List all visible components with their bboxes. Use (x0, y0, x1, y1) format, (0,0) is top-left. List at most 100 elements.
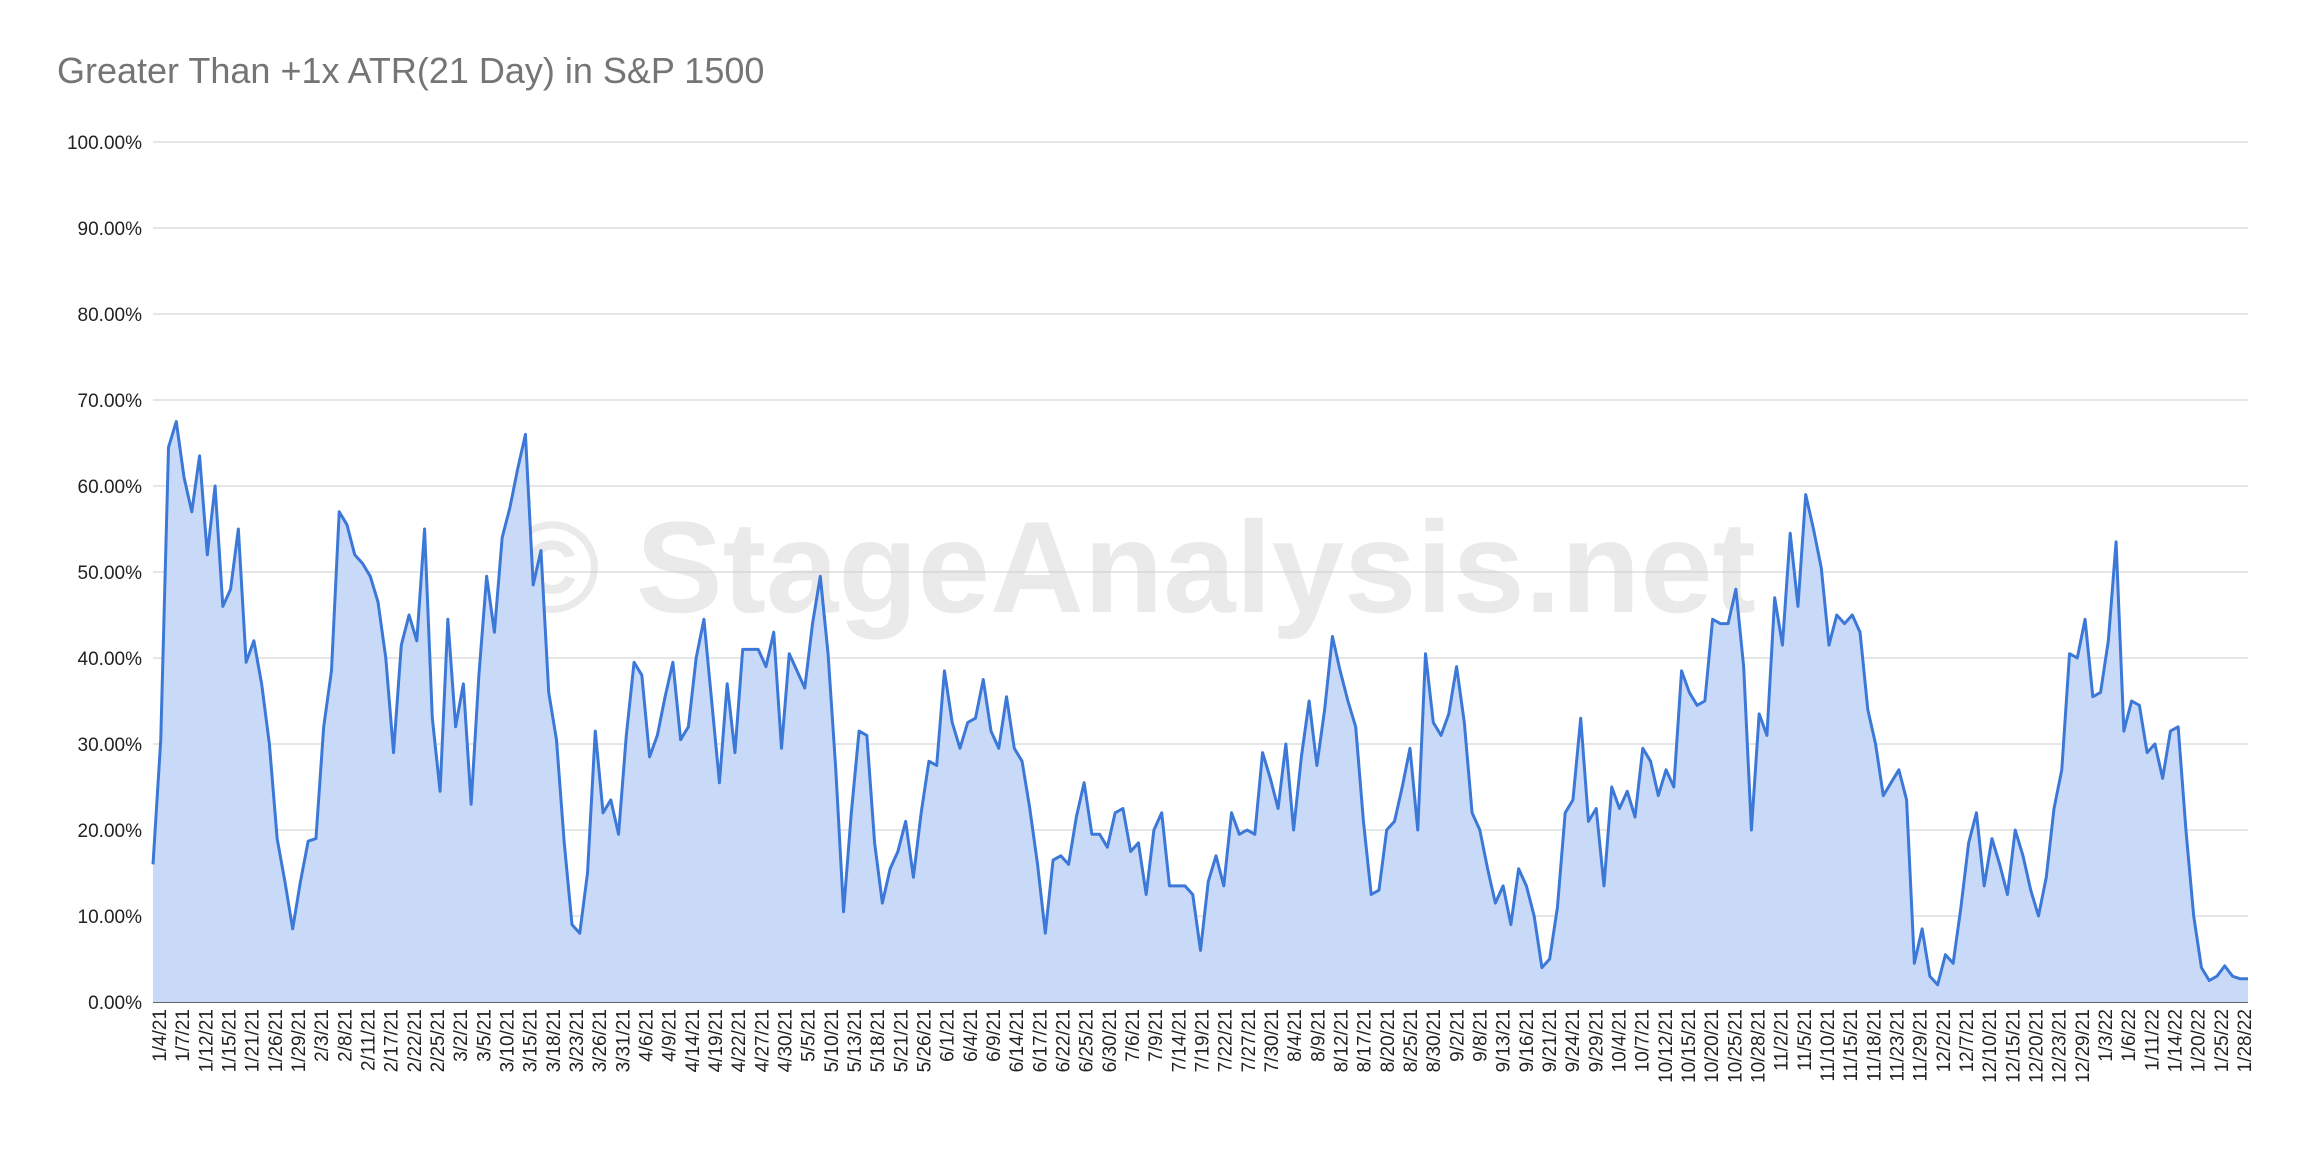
x-tick-label: 11/18/21 (1864, 1009, 1885, 1082)
x-tick-label: 12/15/21 (2003, 1009, 2024, 1083)
x-tick-label: 7/30/21 (1262, 1009, 1283, 1072)
watermark-text: © StageAnalysis.net (504, 494, 1756, 640)
x-tick-label: 2/3/21 (312, 1009, 333, 1062)
x-tick-label: 4/27/21 (752, 1009, 773, 1072)
x-tick-label: 6/25/21 (1077, 1009, 1098, 1072)
x-tick-label: 3/26/21 (590, 1009, 611, 1072)
x-tick-label: 12/2/21 (1934, 1009, 1955, 1072)
x-tick-label: 1/14/22 (2166, 1009, 2187, 1072)
x-tick-label: 10/20/21 (1702, 1009, 1723, 1083)
x-tick-label: 3/10/21 (498, 1009, 519, 1072)
x-tick-label: 5/21/21 (891, 1009, 912, 1072)
x-tick-label: 3/31/21 (613, 1009, 634, 1072)
y-tick-label: 40.00% (78, 649, 143, 670)
x-tick-label: 4/30/21 (776, 1009, 797, 1072)
x-tick-label: 8/9/21 (1308, 1009, 1329, 1062)
x-tick-label: 3/23/21 (567, 1009, 588, 1072)
x-tick-label: 1/29/21 (289, 1009, 310, 1072)
y-tick-label: 80.00% (78, 305, 143, 326)
y-tick-label: 20.00% (78, 821, 143, 842)
x-tick-label: 3/15/21 (521, 1009, 542, 1072)
x-tick-label: 2/22/21 (405, 1009, 426, 1072)
x-tick-label: 5/26/21 (915, 1009, 936, 1072)
x-tick-label: 1/7/21 (173, 1009, 194, 1062)
x-tick-label: 3/18/21 (544, 1009, 565, 1072)
x-tick-label: 1/20/22 (2189, 1009, 2210, 1072)
x-tick-label: 2/17/21 (382, 1009, 403, 1072)
series-area-fill (153, 421, 2248, 1002)
x-tick-label: 6/14/21 (1007, 1009, 1028, 1072)
x-tick-label: 4/9/21 (660, 1009, 681, 1062)
x-tick-label: 1/21/21 (243, 1009, 264, 1072)
x-tick-label: 11/10/21 (1818, 1009, 1839, 1082)
x-tick-label: 9/21/21 (1540, 1009, 1561, 1072)
chart-title: Greater Than +1x ATR(21 Day) in S&P 1500 (57, 50, 765, 91)
y-tick-label: 0.00% (88, 993, 142, 1014)
x-axis-ticks: 1/4/21 1/7/21 1/12/21 1/15/21 1/21/21 1/26/21… (150, 1009, 2256, 1083)
x-tick-label: 9/8/21 (1471, 1009, 1492, 1062)
x-tick-label: 6/4/21 (961, 1009, 982, 1062)
x-tick-label: 9/2/21 (1447, 1009, 1468, 1062)
y-tick-label: 100.00% (67, 133, 142, 154)
x-tick-label: 6/9/21 (984, 1009, 1005, 1062)
x-tick-label: 7/22/21 (1216, 1009, 1237, 1072)
x-tick-label: 11/15/21 (1841, 1009, 1862, 1082)
x-tick-label: 10/7/21 (1633, 1009, 1654, 1072)
x-tick-label: 12/20/21 (2027, 1009, 2048, 1083)
x-tick-label: 12/23/21 (2050, 1009, 2071, 1083)
y-tick-label: 60.00% (78, 477, 143, 498)
watermark: © StageAnalysis.net (504, 494, 1756, 640)
x-tick-label: 12/29/21 (2073, 1009, 2094, 1083)
y-tick-label: 70.00% (78, 391, 143, 412)
x-tick-label: 10/4/21 (1610, 1009, 1631, 1072)
x-tick-label: 4/22/21 (729, 1009, 750, 1072)
x-tick-label: 8/25/21 (1401, 1009, 1422, 1072)
x-tick-label: 2/25/21 (428, 1009, 449, 1072)
x-tick-label: 2/11/21 (359, 1009, 380, 1071)
y-axis-ticks: 0.00% 10.00% 20.00% 30.00% 40.00% 50.00% 60.00… (67, 133, 142, 1014)
x-tick-label: 11/5/21 (1795, 1009, 1816, 1071)
x-tick-label: 9/29/21 (1586, 1009, 1607, 1072)
x-tick-label: 7/19/21 (1193, 1009, 1214, 1072)
y-tick-label: 90.00% (78, 219, 143, 240)
x-tick-label: 4/6/21 (637, 1009, 658, 1062)
x-tick-label: 6/30/21 (1100, 1009, 1121, 1072)
series-points (152, 421, 2249, 985)
x-tick-label: 7/9/21 (1146, 1009, 1167, 1062)
series-area (151, 420, 2249, 1002)
y-tick-label: 10.00% (78, 907, 143, 928)
x-tick-label: 1/4/21 (150, 1009, 171, 1062)
x-tick-label: 1/15/21 (220, 1009, 241, 1072)
x-tick-label: 10/28/21 (1749, 1009, 1770, 1083)
x-tick-label: 8/4/21 (1285, 1009, 1306, 1062)
x-tick-label: 5/10/21 (822, 1009, 843, 1072)
x-tick-label: 7/27/21 (1239, 1009, 1260, 1072)
x-tick-label: 8/17/21 (1355, 1009, 1376, 1072)
x-tick-label: 5/18/21 (868, 1009, 889, 1072)
x-tick-label: 3/2/21 (451, 1009, 472, 1062)
x-tick-label: 6/1/21 (938, 1009, 959, 1062)
x-tick-label: 1/3/22 (2096, 1009, 2117, 1062)
x-tick-label: 1/12/21 (196, 1009, 217, 1072)
x-tick-label: 11/29/21 (1911, 1009, 1932, 1082)
x-tick-label: 9/16/21 (1517, 1009, 1538, 1072)
x-tick-label: 11/23/21 (1888, 1009, 1909, 1082)
x-tick-label: 8/30/21 (1424, 1009, 1445, 1072)
x-tick-label: 4/19/21 (706, 1009, 727, 1072)
x-tick-label: 9/24/21 (1563, 1009, 1584, 1072)
y-tick-label: 50.00% (78, 563, 143, 584)
x-tick-label: 1/6/22 (2119, 1009, 2140, 1062)
x-tick-label: 1/25/22 (2212, 1009, 2233, 1072)
x-tick-label: 8/12/21 (1332, 1009, 1353, 1072)
x-tick-label: 6/17/21 (1030, 1009, 1051, 1072)
x-tick-label: 11/2/21 (1772, 1009, 1793, 1071)
x-tick-label: 9/13/21 (1494, 1009, 1515, 1072)
x-tick-label: 1/26/21 (266, 1009, 287, 1072)
x-tick-label: 3/5/21 (474, 1009, 495, 1062)
x-tick-label: 10/25/21 (1725, 1009, 1746, 1083)
x-tick-label: 6/22/21 (1054, 1009, 1075, 1072)
x-tick-label: 4/14/21 (683, 1009, 704, 1072)
x-tick-label: 2/8/21 (335, 1009, 356, 1062)
x-tick-label: 1/28/22 (2235, 1009, 2256, 1072)
